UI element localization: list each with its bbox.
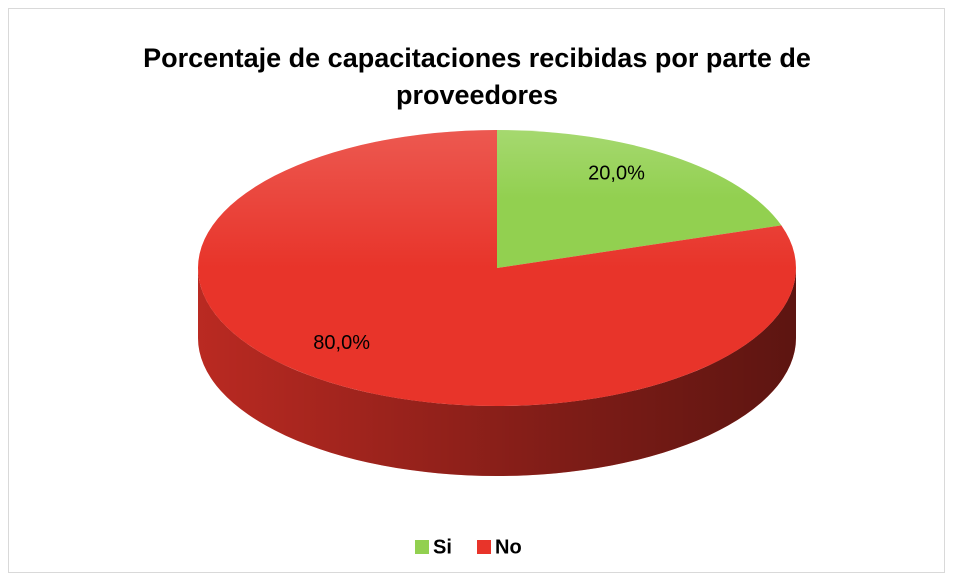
data-label: 80,0% — [313, 332, 370, 354]
side-shade — [198, 268, 796, 476]
data-label: 20,0% — [588, 162, 645, 184]
legend-swatch — [415, 540, 429, 554]
slice-gloss — [497, 130, 782, 268]
legend-swatch — [477, 540, 491, 554]
chart-title: Porcentaje de capacitaciones recibidas p… — [143, 43, 811, 110]
slice-gloss — [197, 130, 797, 406]
chart-frame — [8, 8, 945, 573]
legend-label: No — [495, 536, 522, 558]
legend-label: Si — [433, 536, 452, 558]
